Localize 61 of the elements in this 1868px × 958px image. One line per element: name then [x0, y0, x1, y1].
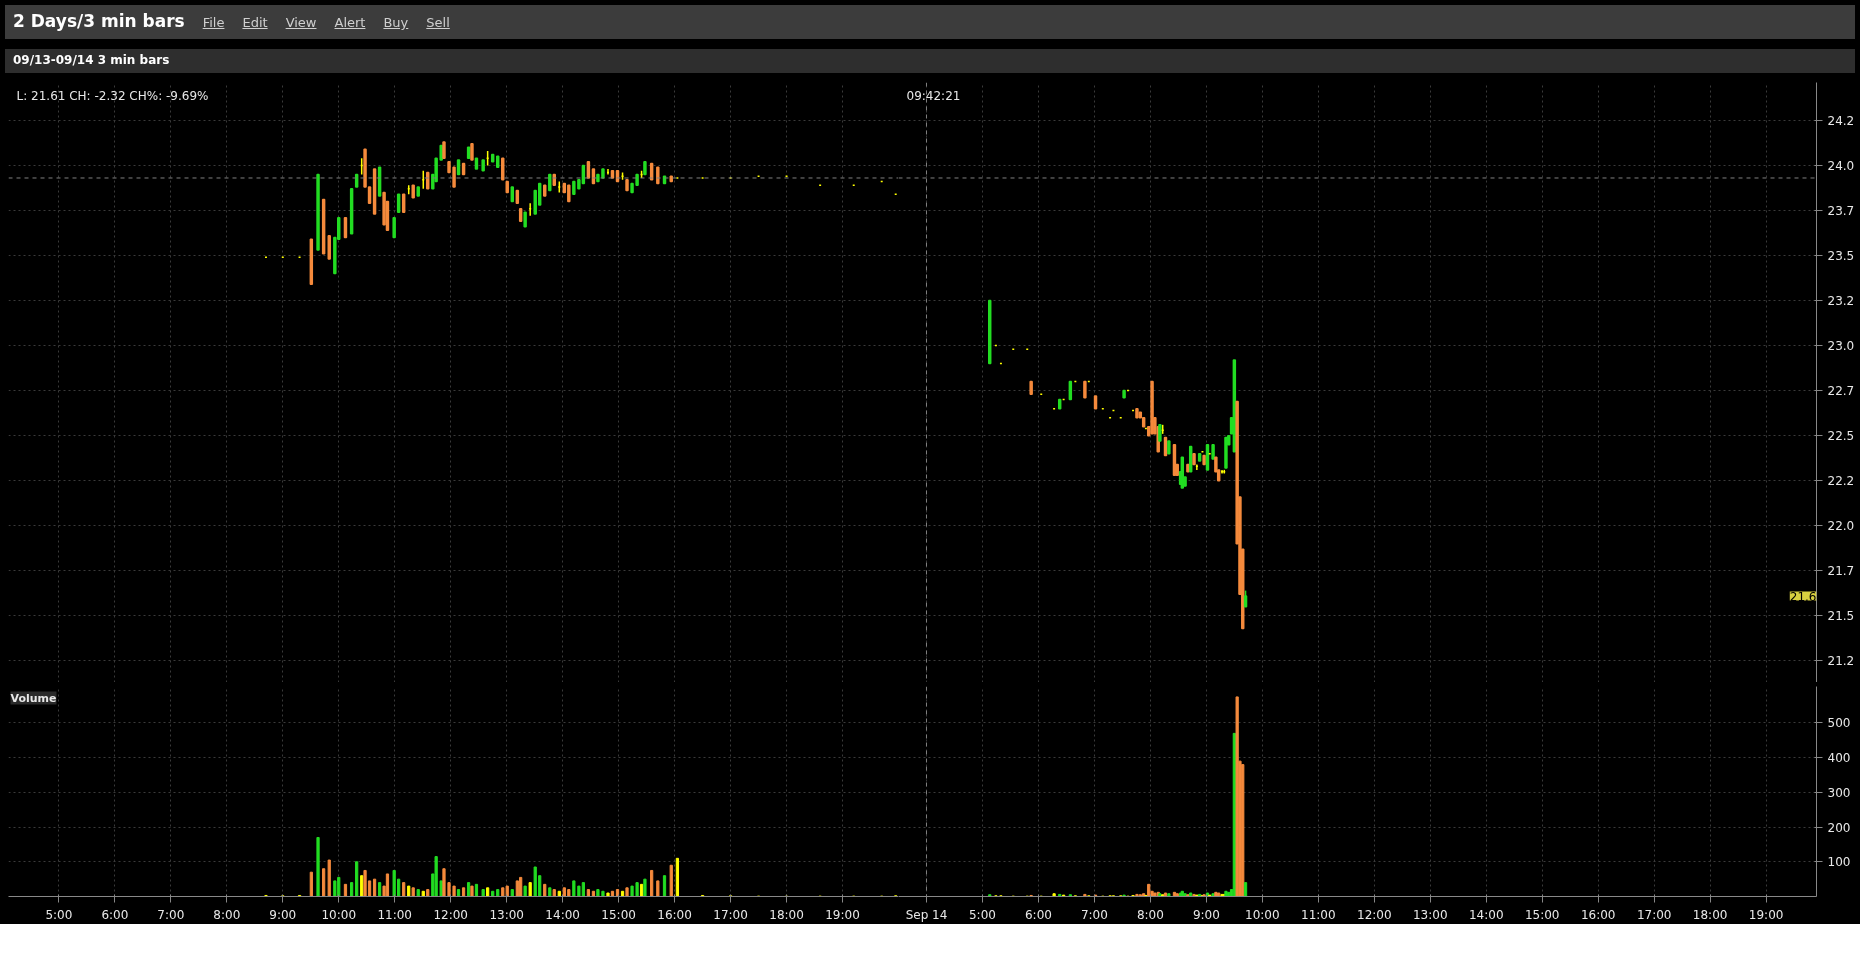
y-tick-label: 21.2 [1827, 654, 1855, 669]
y-tick-label: 200 [1827, 820, 1851, 835]
y-tick-label: 23.2 [1827, 294, 1855, 309]
x-tick-label: 11:00 [377, 907, 413, 922]
x-tick-label: 17:00 [1636, 907, 1672, 922]
x-tick-label: 10:00 [1245, 907, 1280, 922]
x-tick-label: 13:00 [1412, 907, 1448, 922]
x-tick-label: 18:00 [1692, 907, 1728, 922]
y-tick-label: 22.2 [1827, 474, 1855, 489]
y-tick-label: 22.7 [1827, 384, 1855, 399]
x-tick-label: 6:00 [1024, 907, 1052, 922]
x-tick-label: 8:00 [1136, 907, 1164, 922]
annotation: L: 21.61 CH: -2.32 CH%: -9.69% [16, 88, 209, 103]
text: File [202, 15, 225, 30]
x-tick-label: 9:00 [269, 907, 297, 922]
x-tick-label: 13:00 [489, 907, 524, 922]
y-tick-label: 24.0 [1827, 158, 1855, 173]
y-tick-label: 400 [1827, 751, 1851, 766]
x-tick-label: 15:00 [1524, 907, 1560, 922]
x-tick-label: 14:00 [1468, 907, 1504, 922]
x-tick-label: 11:00 [1301, 907, 1336, 922]
x-tick-label: 7:00 [157, 907, 185, 922]
text: Edit [242, 15, 268, 30]
x-tick-label: 12:00 [433, 907, 468, 922]
x-tick-label: 6:00 [101, 907, 129, 922]
chart-title: 2 Days/3 min bars [13, 11, 185, 31]
annotation: 09:42:21 [906, 88, 961, 103]
x-tick-label: 5:00 [45, 907, 73, 922]
y-tick-label: 22.0 [1827, 519, 1855, 534]
text: Volume [10, 691, 57, 705]
x-tick-label: 14:00 [545, 907, 580, 922]
chart-subtitle: 09/13-09/14 3 min bars [12, 52, 171, 69]
y-tick-label: 21.5 [1827, 609, 1855, 624]
x-tick-label: 17:00 [713, 907, 748, 922]
x-tick-label: 18:00 [769, 907, 804, 922]
y-tick-label: 23.5 [1827, 248, 1855, 263]
text: Sell [426, 15, 450, 30]
x-tick-label: 8:00 [213, 907, 241, 922]
y-tick-label: 100 [1827, 855, 1851, 870]
x-tick-label: 16:00 [1580, 907, 1616, 922]
text: Alert [334, 15, 366, 30]
y-tick-label: 23.7 [1827, 203, 1855, 218]
y-tick-label: 22.5 [1827, 429, 1855, 444]
y-tick-label: 24.2 [1827, 113, 1855, 128]
x-tick-label: 7:00 [1080, 907, 1108, 922]
y-tick-label: 21.7 [1827, 564, 1855, 579]
x-tick-label: 16:00 [657, 907, 692, 922]
text: Buy [383, 15, 409, 30]
x-tick-label: 5:00 [968, 907, 996, 922]
y-tick-label: 300 [1827, 785, 1851, 800]
annotation: 21.6 [1789, 589, 1817, 604]
x-tick-label: 9:00 [1192, 907, 1220, 922]
x-tick-label: Sep 14 [905, 907, 948, 922]
y-tick-label: 23.0 [1827, 339, 1855, 354]
x-tick-label: 19:00 [1748, 907, 1784, 922]
x-tick-label: 10:00 [321, 907, 357, 922]
y-tick-label: 500 [1827, 716, 1851, 731]
x-tick-label: 19:00 [825, 907, 860, 922]
x-tick-label: 12:00 [1357, 907, 1392, 922]
text: View [285, 15, 317, 30]
x-tick-label: 15:00 [601, 907, 636, 922]
